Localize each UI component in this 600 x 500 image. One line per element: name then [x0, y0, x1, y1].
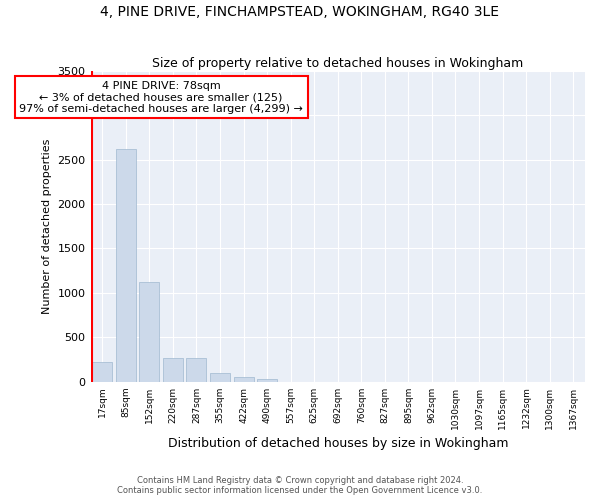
Bar — [116, 149, 136, 382]
Bar — [139, 282, 160, 382]
Text: 4, PINE DRIVE, FINCHAMPSTEAD, WOKINGHAM, RG40 3LE: 4, PINE DRIVE, FINCHAMPSTEAD, WOKINGHAM,… — [101, 5, 499, 19]
Bar — [257, 379, 277, 382]
Text: Contains HM Land Registry data © Crown copyright and database right 2024.
Contai: Contains HM Land Registry data © Crown c… — [118, 476, 482, 495]
Title: Size of property relative to detached houses in Wokingham: Size of property relative to detached ho… — [152, 56, 523, 70]
Bar — [210, 373, 230, 382]
Y-axis label: Number of detached properties: Number of detached properties — [42, 138, 52, 314]
Bar — [233, 377, 254, 382]
Bar — [187, 358, 206, 382]
X-axis label: Distribution of detached houses by size in Wokingham: Distribution of detached houses by size … — [167, 437, 508, 450]
Bar — [163, 358, 183, 382]
Bar — [92, 362, 112, 382]
Text: 4 PINE DRIVE: 78sqm
← 3% of detached houses are smaller (125)
97% of semi-detach: 4 PINE DRIVE: 78sqm ← 3% of detached hou… — [19, 80, 303, 114]
